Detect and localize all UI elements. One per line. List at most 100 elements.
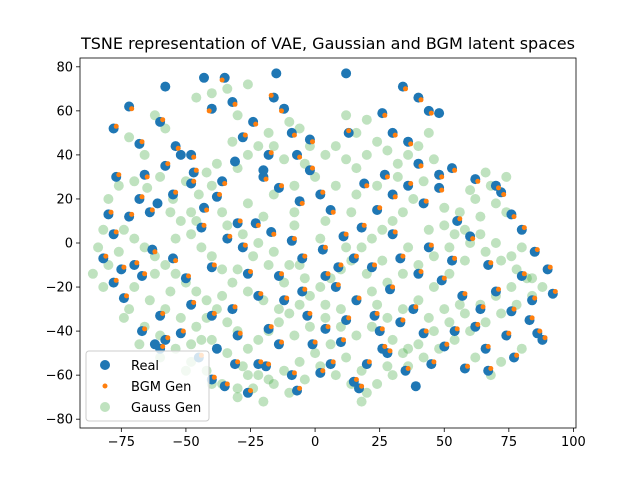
y-axis: −80 −60 −40 −20 0 20 40 60 80 — [46, 60, 80, 428]
gauss-gen-point — [196, 242, 207, 253]
legend: Real BGM Gen Gauss Gen — [85, 350, 210, 422]
bgm-gen-point — [302, 253, 308, 259]
gauss-gen-point — [206, 88, 217, 99]
gauss-gen-point — [372, 299, 383, 310]
gauss-gen-point — [423, 224, 434, 235]
gauss-gen-point — [217, 207, 228, 218]
gauss-gen-point — [186, 229, 197, 240]
gauss-gen-point — [428, 326, 439, 337]
bgm-gen-point — [475, 178, 481, 184]
bgm-gen-point — [291, 370, 297, 376]
gauss-gen-point — [496, 356, 507, 367]
x-tick-label: 75 — [501, 435, 518, 450]
bgm-gen-point — [237, 330, 243, 336]
gauss-gen-point — [330, 370, 341, 381]
gauss-gen-point — [222, 83, 233, 94]
bgm-gen-point — [237, 218, 243, 224]
legend-label-real: Real — [131, 359, 159, 374]
x-tick-label: 0 — [311, 435, 319, 450]
bgm-gen-point — [142, 326, 148, 332]
legend-label-bgm: BGM Gen — [131, 380, 191, 395]
gauss-gen-point — [454, 207, 465, 218]
gauss-gen-point — [315, 233, 326, 244]
gauss-gen-point — [294, 123, 305, 134]
gauss-gen-point — [273, 304, 284, 315]
bgm-gen-point — [173, 189, 179, 195]
gauss-gen-point — [196, 334, 207, 345]
bgm-gen-point — [382, 112, 388, 118]
gauss-gen-point — [232, 110, 243, 121]
gauss-gen-point — [413, 295, 424, 306]
gauss-gen-point — [516, 242, 527, 253]
gauss-gen-point — [211, 158, 222, 169]
bgm-gen-point — [271, 231, 277, 237]
bgm-gen-point — [441, 275, 447, 281]
gauss-gen-point — [403, 149, 414, 160]
gauss-gen-point — [222, 317, 233, 328]
gauss-gen-point — [268, 379, 279, 389]
gauss-gen-point — [470, 194, 481, 204]
gauss-gen-point — [341, 352, 352, 363]
bgm-gen-point — [392, 194, 398, 200]
gauss-gen-point — [449, 229, 460, 240]
gauss-gen-point — [496, 255, 507, 266]
real-point — [341, 68, 352, 79]
gauss-gen-point — [129, 233, 140, 244]
real-point — [230, 156, 240, 167]
gauss-gen-point — [480, 167, 491, 178]
gauss-gen-point — [299, 273, 310, 284]
bgm-gen-point — [227, 233, 233, 239]
gauss-gen-point — [124, 132, 135, 143]
gauss-gen-point — [191, 321, 202, 332]
bgm-gen-point — [180, 328, 186, 334]
gauss-gen-point — [253, 334, 264, 345]
bgm-gen-point — [307, 311, 313, 316]
real-point — [160, 81, 171, 92]
legend-marker-bgm — [102, 383, 108, 389]
gauss-gen-point — [392, 171, 403, 182]
bgm-gen-point — [392, 229, 398, 235]
bgm-gen-point — [242, 242, 248, 248]
bgm-gen-point — [279, 183, 284, 189]
bgm-gen-point — [403, 86, 408, 92]
real-point — [434, 108, 445, 119]
bgm-gen-point — [384, 174, 390, 180]
gauss-gen-point — [413, 260, 424, 270]
gauss-gen-point — [413, 141, 424, 152]
gauss-gen-point — [139, 149, 150, 160]
gauss-gen-point — [217, 290, 228, 301]
bgm-gen-point — [108, 209, 114, 215]
gauss-gen-point — [475, 229, 486, 240]
legend-marker-gauss — [100, 402, 110, 412]
gauss-gen-point — [351, 330, 362, 341]
bgm-gen-point — [186, 273, 191, 279]
gauss-gen-point — [320, 312, 331, 323]
bgm-gen-point — [452, 255, 458, 261]
gauss-gen-point — [490, 198, 501, 209]
gauss-gen-point — [506, 251, 517, 262]
y-tick-label: −40 — [46, 325, 73, 340]
bgm-gen-point — [534, 247, 540, 253]
gauss-gen-point — [237, 361, 248, 372]
gauss-gen-point — [490, 238, 501, 248]
gauss-gen-point — [268, 141, 279, 152]
bgm-gen-point — [475, 322, 481, 327]
bgm-gen-point — [346, 315, 352, 321]
bgm-gen-point — [258, 359, 264, 365]
gauss-gen-point — [232, 383, 243, 394]
gauss-gen-point — [129, 176, 140, 187]
bgm-gen-point — [160, 117, 166, 123]
gauss-gen-point — [325, 339, 336, 350]
bgm-gen-point — [532, 295, 538, 301]
bgm-gen-point — [302, 286, 308, 292]
gauss-gen-point — [454, 299, 465, 310]
bgm-gen-point — [191, 154, 197, 160]
gauss-gen-point — [248, 251, 259, 262]
gauss-gen-point — [527, 273, 538, 284]
gauss-gen-point — [439, 202, 450, 213]
bgm-gen-point — [248, 388, 253, 394]
bgm-gen-point — [242, 132, 248, 138]
gauss-gen-point — [165, 286, 176, 297]
bgm-gen-point — [165, 161, 171, 167]
y-tick-label: −60 — [46, 369, 73, 384]
